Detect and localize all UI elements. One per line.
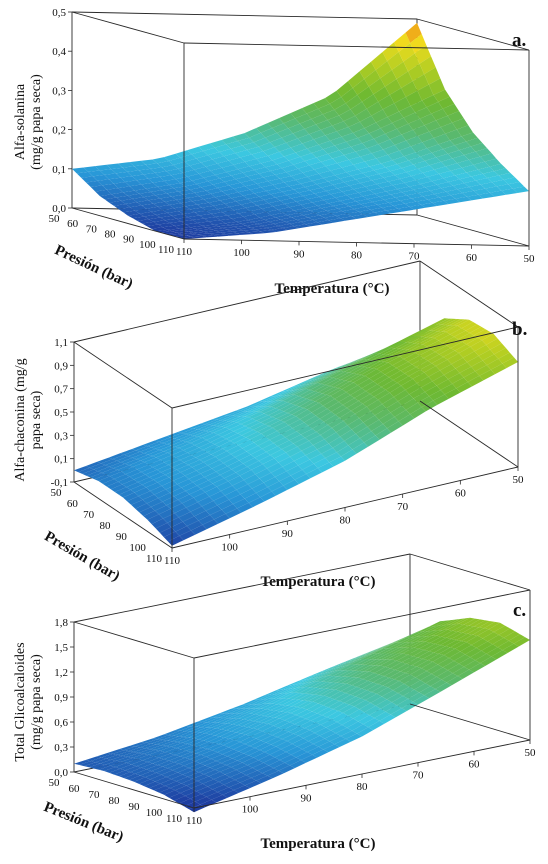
y-tick-label: 50 — [49, 213, 61, 225]
z-tick-label: 0,5 — [52, 7, 66, 19]
z-tick-label: 0,9 — [54, 360, 68, 372]
y-tick-label: 100 — [139, 239, 156, 251]
y-tick-label: 50 — [51, 487, 63, 499]
y-tick-label: 80 — [100, 520, 112, 532]
y-tick-label: 110 — [146, 553, 163, 565]
y-tick-label: 110 — [158, 244, 175, 256]
x-tick-label: 70 — [397, 501, 409, 513]
x-tick-label: 90 — [301, 792, 313, 804]
x-tick-label: 110 — [176, 246, 193, 258]
z-axis-label: Total Glicoalcaloides(mg/g papa seca) — [13, 642, 44, 761]
z-tick-label: 1,8 — [54, 617, 68, 629]
x-tick-label: 80 — [351, 250, 363, 262]
z-tick-label: 0,3 — [54, 742, 68, 754]
x-tick-label: 70 — [409, 251, 421, 263]
z-tick-labels: -0,1 0,1 0,3 0,5 0,7 0,9 1,1 — [51, 337, 74, 489]
x-tick-label: 100 — [221, 542, 238, 554]
panel-label: c. — [513, 600, 526, 621]
y-tick-label: 80 — [105, 229, 117, 241]
y-tick-label: 110 — [166, 813, 183, 825]
z-tick-label: 0,6 — [54, 717, 68, 729]
z-tick-label: 0,0 — [54, 767, 68, 779]
surface — [72, 22, 529, 239]
x-tick-label: 110 — [164, 555, 181, 567]
x-axis-label: Temperatura (°C) — [260, 836, 375, 852]
x-tick-label: 80 — [357, 781, 369, 793]
z-axis-label: Alfa-chaconina (mg/gpapa seca) — [13, 358, 44, 481]
z-tick-label: 1,5 — [54, 642, 68, 654]
y-tick-label: 100 — [129, 542, 146, 554]
z-tick-label: 0,4 — [52, 46, 66, 58]
y-tick-label: 70 — [83, 509, 95, 521]
z-tick-label: 0,9 — [54, 692, 68, 704]
x-tick-label: 50 — [513, 474, 525, 486]
x-tick-label: 50 — [524, 253, 536, 265]
surface — [74, 617, 530, 813]
x-tick-label: 60 — [455, 488, 467, 500]
z-tick-label: 0,1 — [52, 164, 66, 176]
z-tick-labels: 0,0 0,1 0,2 0,3 0,4 0,5 — [52, 7, 72, 215]
x-axis-label: Temperatura (°C) — [260, 574, 375, 590]
x-tick-label: 100 — [233, 247, 250, 259]
z-tick-labels: 0,0 0,3 0,6 0,9 1,2 1,5 1,8 — [54, 617, 74, 779]
x-tick-label: 50 — [525, 747, 537, 759]
panel-label: a. — [512, 30, 526, 51]
x-tick-label: 70 — [413, 770, 425, 782]
y-tick-label: 60 — [69, 783, 81, 795]
x-tick-label: 110 — [186, 815, 203, 827]
y-axis-label: Presión (bar) — [41, 529, 122, 585]
z-tick-label: 0,1 — [54, 454, 68, 466]
panel-2: -0,10,10,30,50,70,91,1110100908070605050… — [13, 260, 527, 590]
z-tick-label: 0,3 — [52, 85, 66, 97]
z-axis-label: Alfa-solanina(mg/g papa seca) — [13, 74, 44, 170]
z-tick-label: 0,0 — [52, 203, 66, 215]
y-tick-label: 90 — [116, 531, 128, 543]
x-tick-label: 100 — [242, 804, 259, 816]
y-tick-label: 60 — [67, 498, 79, 510]
y-tick-label: 50 — [49, 777, 61, 789]
z-tick-label: 0,2 — [52, 125, 66, 137]
y-tick-label: 70 — [89, 789, 101, 801]
x-axis-label: Temperatura (°C) — [274, 281, 389, 297]
z-tick-label: 0,3 — [54, 430, 68, 442]
surface — [74, 318, 518, 546]
z-tick-label: 1,2 — [54, 667, 68, 679]
y-axis-label: Presión (bar) — [52, 242, 135, 292]
z-tick-label: -0,1 — [51, 477, 68, 489]
y-tick-label: 60 — [67, 218, 79, 230]
y-tick-label: 100 — [146, 807, 163, 819]
x-tick-label: 60 — [469, 758, 481, 770]
z-tick-label: 0,5 — [54, 407, 68, 419]
z-tick-label: 0,7 — [54, 384, 68, 396]
x-tick-label: 90 — [282, 528, 294, 540]
x-tick-labels: 110 100 90 80 70 60 50 — [176, 239, 535, 265]
x-tick-label: 60 — [466, 252, 478, 264]
z-tick-label: 1,1 — [54, 337, 68, 349]
x-tick-labels: 110 100 90 80 70 60 50 — [186, 740, 536, 827]
x-tick-labels: 110 100 90 80 70 60 50 — [164, 467, 524, 567]
y-tick-label: 90 — [123, 234, 135, 246]
panel-label: b. — [512, 319, 527, 340]
x-tick-label: 80 — [340, 515, 352, 527]
y-tick-label: 90 — [129, 801, 141, 813]
y-tick-label: 70 — [86, 223, 98, 235]
y-tick-label: 80 — [109, 795, 121, 807]
x-tick-label: 90 — [294, 248, 306, 260]
